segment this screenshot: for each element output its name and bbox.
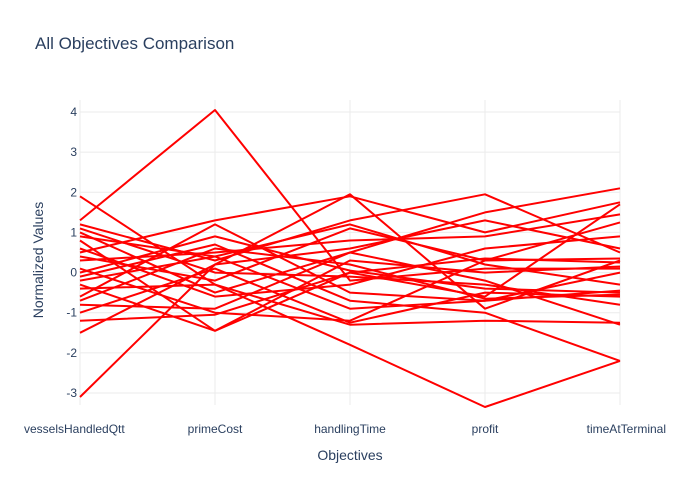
series-line-3 (79, 109, 620, 282)
y-tick-label: 2 (70, 185, 77, 199)
series-line-7 (79, 195, 621, 254)
series-line-20 (79, 221, 621, 282)
series-line-23 (79, 227, 621, 306)
y-axis-title: Normalized Values (30, 202, 46, 318)
series-line-16 (79, 257, 621, 322)
series-line-14 (79, 251, 621, 326)
y-tick-label: 3 (70, 145, 77, 159)
y-tick-label: 4 (70, 105, 77, 119)
x-axis-title: Objectives (317, 447, 382, 463)
series-lines (79, 109, 621, 408)
y-tick-label: -2 (66, 346, 77, 360)
y-tick-label: -3 (66, 386, 77, 400)
series-line-12 (79, 283, 621, 326)
y-tick-label: 1 (70, 225, 77, 239)
series-line-18 (79, 235, 621, 298)
y-tick-label: 0 (70, 266, 77, 280)
x-tick-label: primeCost (188, 422, 243, 436)
series-line-15 (79, 267, 621, 324)
x-tick-labels: vesselsHandledQtt primeCost handlingTime pr… (24, 422, 666, 436)
x-tick-label: profit (472, 422, 499, 436)
series-line-19 (79, 243, 621, 362)
series-line-17 (79, 219, 621, 334)
series-line-24 (79, 247, 621, 302)
y-tick-labels: -3 -2 -1 0 1 2 3 4 (66, 105, 77, 400)
x-tick-label: handlingTime (314, 422, 386, 436)
x-tick-label: timeAtTerminal (587, 422, 666, 436)
chart-title: All Objectives Comparison (35, 34, 235, 53)
y-tick-label: -1 (66, 306, 77, 320)
x-tick-label: vesselsHandledQtt (24, 422, 125, 436)
series-line-22 (79, 259, 621, 332)
series-line-1 (79, 193, 621, 398)
